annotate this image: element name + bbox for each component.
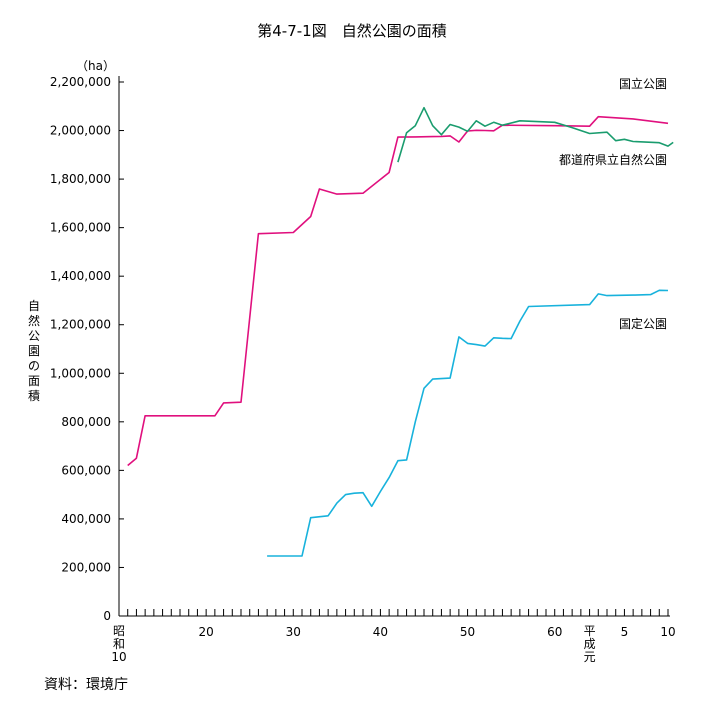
x-tick-label: 10 xyxy=(660,625,675,639)
series-label-national: 国立公園 xyxy=(619,76,667,91)
x-tick-label: 60 xyxy=(547,625,562,639)
national-park-line xyxy=(127,115,669,467)
prefectural-park-line xyxy=(397,106,674,163)
quasi-national-park-line xyxy=(267,289,669,557)
series-lines xyxy=(127,106,674,557)
x-tick-label: 30 xyxy=(286,625,301,639)
axes xyxy=(118,76,670,617)
x-tick-label: 50 xyxy=(460,625,475,639)
series-label-quasi-national: 国定公園 xyxy=(619,316,667,331)
y-ticks: 0 200,000 400,000 600,000 800,000 1,000,000 1,… xyxy=(50,75,124,623)
chart-title: 第4-7-1図 自然公園の面積 xyxy=(257,22,446,40)
x-tick-label: 20 xyxy=(199,625,214,639)
y-tick-label: 200,000 xyxy=(61,560,111,574)
source-note: 資料：環境庁 xyxy=(44,677,128,693)
y-tick-label: 1,200,000 xyxy=(50,318,111,332)
y-tick-label: 1,800,000 xyxy=(50,172,111,186)
x-tick-label: 和 xyxy=(113,637,125,651)
y-axis-title-char: 面 xyxy=(28,374,40,388)
y-tick-label: 1,600,000 xyxy=(50,221,111,235)
x-tick-label: 昭 xyxy=(113,624,125,638)
y-tick-label: 2,000,000 xyxy=(50,124,111,138)
y-axis-title-char: 園 xyxy=(28,344,40,358)
y-tick-label: 2,200,000 xyxy=(50,75,111,89)
y-tick-label: 400,000 xyxy=(61,512,111,526)
series-label-prefectural: 都道府県立自然公園 xyxy=(559,152,667,167)
x-tick-label: 成 xyxy=(584,637,596,651)
y-axis-title-char: 然 xyxy=(28,313,40,328)
y-axis-title-char: 自 xyxy=(28,299,40,313)
x-tick-label: 5 xyxy=(621,625,629,639)
y-axis-title-char: 積 xyxy=(28,388,40,403)
x-tick-label: 40 xyxy=(373,625,388,639)
y-tick-label: 0 xyxy=(103,609,111,623)
y-tick-label: 1,000,000 xyxy=(50,366,111,380)
y-axis-title: 自然公園の面積 xyxy=(28,299,40,403)
y-tick-label: 600,000 xyxy=(61,463,111,477)
x-tick-label: 元 xyxy=(584,650,596,664)
x-tick-label: 平 xyxy=(584,624,596,638)
y-axis-title-char: の xyxy=(28,359,40,373)
x-tick-label: 10 xyxy=(111,650,126,664)
y-axis-title-char: 公 xyxy=(28,329,40,343)
y-unit-label: （ha） xyxy=(76,59,115,73)
y-tick-label: 1,400,000 xyxy=(50,269,111,283)
y-tick-label: 800,000 xyxy=(61,415,111,429)
